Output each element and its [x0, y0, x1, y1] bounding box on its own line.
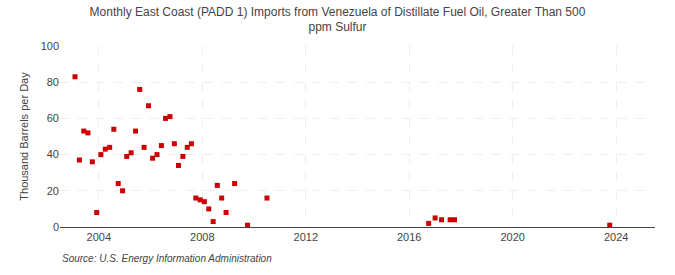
svg-text:80: 80 [47, 76, 59, 88]
svg-text:40: 40 [47, 148, 59, 160]
svg-text:2008: 2008 [190, 231, 214, 243]
svg-text:Source: U.S. Energy Informatio: Source: U.S. Energy Information Administ… [62, 253, 272, 264]
svg-text:2020: 2020 [500, 231, 524, 243]
svg-text:2024: 2024 [604, 231, 628, 243]
svg-text:2004: 2004 [87, 231, 111, 243]
svg-text:Thousand Barrels per Day: Thousand Barrels per Day [18, 72, 30, 201]
svg-text:100: 100 [41, 40, 59, 52]
svg-text:60: 60 [47, 112, 59, 124]
svg-text:20: 20 [47, 185, 59, 197]
svg-text:0: 0 [53, 221, 59, 233]
svg-text:Monthly East Coast (PADD 1) Im: Monthly East Coast (PADD 1) Imports from… [90, 5, 586, 35]
svg-text:2016: 2016 [397, 231, 421, 243]
svg-text:2012: 2012 [294, 231, 318, 243]
